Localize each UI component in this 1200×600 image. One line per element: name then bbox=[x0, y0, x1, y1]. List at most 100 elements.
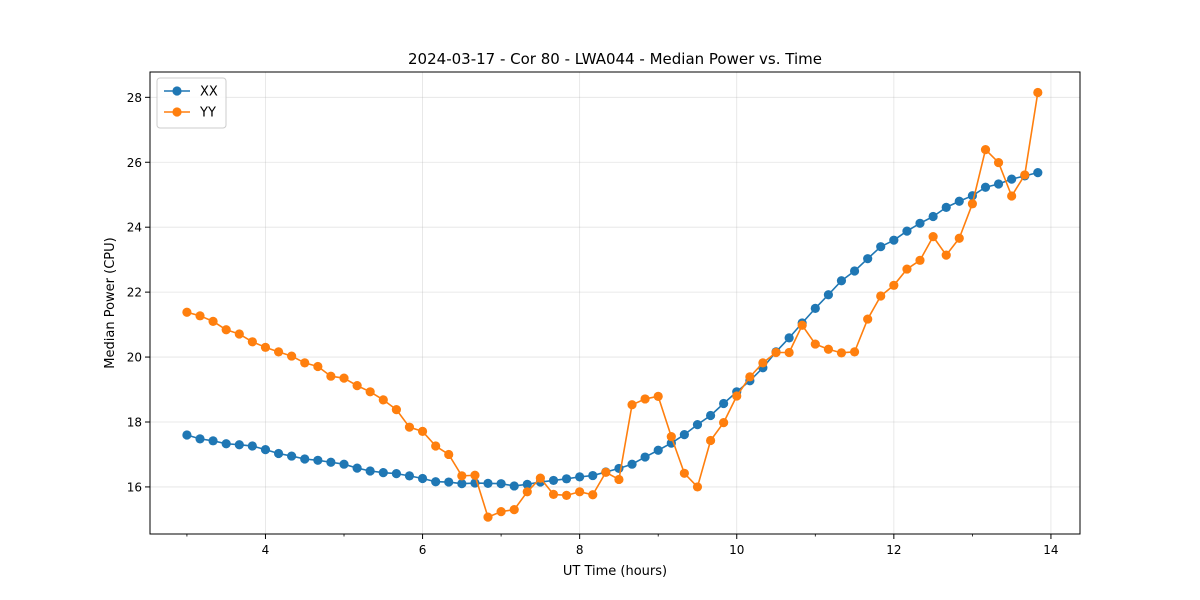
data-point-xx bbox=[980, 182, 991, 192]
data-point-xx bbox=[993, 179, 1004, 189]
data-point-yy bbox=[954, 233, 964, 243]
data-point-yy bbox=[300, 358, 310, 368]
data-point-yy bbox=[758, 358, 768, 368]
data-point-xx bbox=[313, 455, 323, 465]
data-point-xx bbox=[509, 481, 519, 491]
data-point-xx bbox=[195, 434, 205, 444]
data-point-yy bbox=[889, 280, 899, 290]
data-point-yy bbox=[876, 291, 886, 301]
data-point-xx bbox=[954, 196, 964, 206]
data-point-xx bbox=[496, 479, 506, 489]
data-point-xx bbox=[339, 459, 349, 469]
data-point-xx bbox=[679, 430, 689, 440]
legend-marker-yy bbox=[172, 107, 182, 117]
data-point-yy bbox=[836, 348, 847, 358]
data-point-yy bbox=[692, 482, 703, 492]
data-point-xx bbox=[182, 430, 192, 440]
y-tick-label: 16 bbox=[127, 480, 142, 494]
data-point-yy bbox=[457, 471, 467, 481]
data-point-xx bbox=[575, 472, 585, 482]
data-point-yy bbox=[221, 325, 231, 335]
data-point-yy bbox=[247, 337, 257, 347]
data-point-yy bbox=[352, 381, 362, 391]
data-point-yy bbox=[339, 373, 349, 383]
data-point-yy bbox=[993, 157, 1004, 168]
data-point-yy bbox=[208, 316, 218, 326]
data-point-xx bbox=[378, 468, 388, 478]
data-point-xx bbox=[653, 445, 663, 455]
x-tick-label: 14 bbox=[1043, 543, 1058, 557]
data-point-yy bbox=[378, 395, 388, 405]
y-tick-label: 28 bbox=[127, 91, 142, 105]
y-tick-label: 26 bbox=[127, 156, 142, 170]
data-point-xx bbox=[889, 235, 899, 245]
data-point-yy bbox=[601, 467, 611, 477]
x-tick-label: 8 bbox=[576, 543, 584, 557]
data-point-yy bbox=[326, 371, 336, 381]
y-tick-label: 20 bbox=[127, 351, 142, 365]
data-point-yy bbox=[849, 347, 860, 357]
data-point-yy bbox=[195, 311, 205, 321]
data-point-xx bbox=[588, 470, 598, 481]
data-point-yy bbox=[287, 351, 297, 361]
data-point-yy bbox=[928, 232, 938, 242]
data-point-yy bbox=[941, 250, 951, 260]
data-point-yy bbox=[679, 468, 689, 478]
grid bbox=[150, 72, 1080, 534]
data-point-xx bbox=[784, 333, 794, 343]
data-point-yy bbox=[640, 394, 650, 404]
data-point-yy bbox=[705, 435, 716, 446]
data-point-yy bbox=[1020, 170, 1030, 180]
data-point-yy bbox=[823, 344, 834, 354]
data-point-xx bbox=[208, 436, 218, 446]
x-tick-label: 6 bbox=[419, 543, 427, 557]
x-axis-label: UT Time (hours) bbox=[563, 564, 667, 579]
data-point-yy bbox=[260, 342, 271, 352]
data-point-xx bbox=[273, 448, 284, 459]
data-point-yy bbox=[575, 487, 585, 497]
data-point-xx bbox=[457, 479, 467, 489]
data-point-yy bbox=[653, 391, 663, 401]
series-xx bbox=[182, 168, 1043, 491]
data-point-yy bbox=[1007, 191, 1017, 201]
data-point-yy bbox=[234, 329, 244, 339]
data-point-yy bbox=[967, 199, 977, 209]
data-point-yy bbox=[627, 400, 637, 410]
y-tick-label: 22 bbox=[127, 286, 142, 300]
series-yy bbox=[182, 87, 1043, 522]
x-tick-label: 4 bbox=[262, 543, 270, 557]
axes-frame bbox=[149, 71, 1081, 535]
data-point-yy bbox=[732, 391, 742, 401]
x-tick-label: 10 bbox=[729, 543, 744, 557]
data-point-yy bbox=[470, 470, 480, 480]
data-point-xx bbox=[836, 276, 847, 286]
axis-ticks: 4 6 8 10 12 14 16 18 20 22 24 26 28 bbox=[127, 91, 1059, 557]
data-point-xx bbox=[522, 479, 532, 489]
data-point-xx bbox=[365, 466, 375, 476]
data-point-yy bbox=[797, 320, 807, 330]
data-point-yy bbox=[810, 339, 820, 349]
data-point-yy bbox=[745, 372, 755, 382]
data-point-xx bbox=[640, 452, 650, 462]
data-point-yy bbox=[522, 487, 532, 497]
data-point-yy bbox=[980, 145, 991, 155]
y-tick-label: 24 bbox=[127, 221, 142, 235]
data-point-xx bbox=[326, 457, 336, 467]
data-point-yy bbox=[666, 432, 676, 442]
data-point-yy bbox=[1033, 87, 1043, 98]
data-point-xx bbox=[391, 469, 401, 479]
data-point-xx bbox=[234, 440, 244, 450]
data-point-yy bbox=[784, 347, 794, 358]
data-point-xx bbox=[705, 410, 716, 421]
data-point-xx bbox=[719, 398, 729, 409]
data-point-xx bbox=[247, 441, 257, 451]
data-point-yy bbox=[483, 512, 493, 522]
data-point-yy bbox=[863, 314, 873, 324]
y-tick-label: 18 bbox=[127, 415, 142, 429]
legend-label-yy: YY bbox=[199, 106, 216, 121]
data-point-yy bbox=[365, 387, 375, 397]
data-point-xx bbox=[483, 478, 493, 488]
data-point-xx bbox=[300, 454, 310, 464]
data-point-xx bbox=[404, 471, 415, 481]
data-point-yy bbox=[313, 361, 323, 372]
